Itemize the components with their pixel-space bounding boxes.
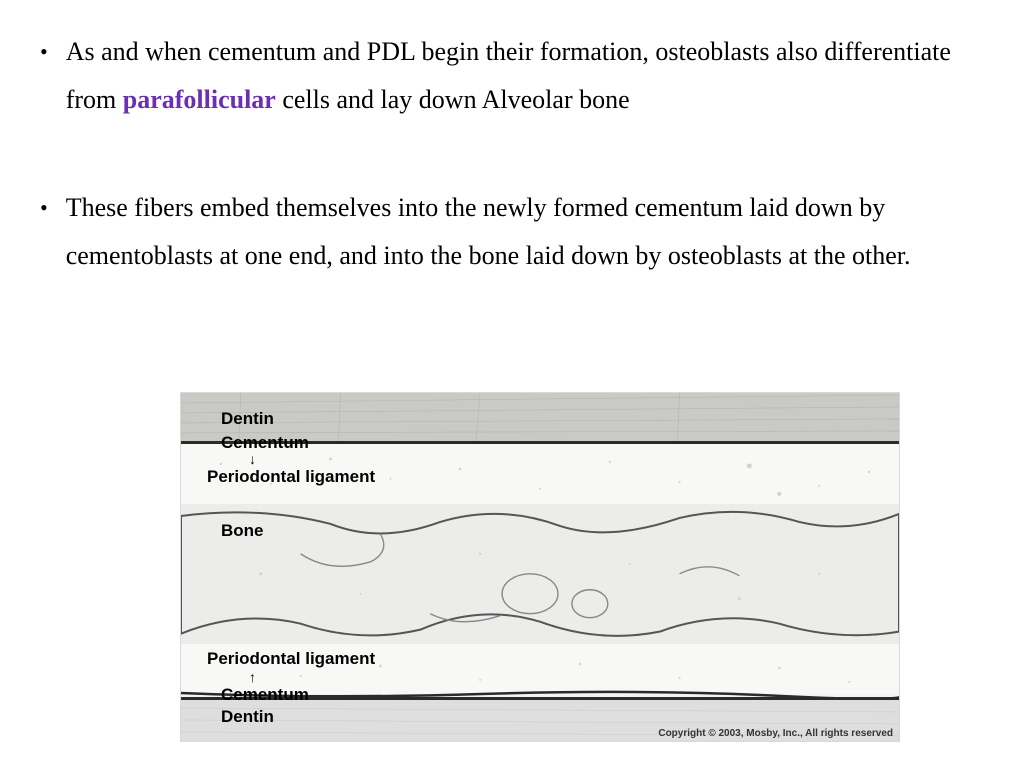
arrow-up-icon: ↑ — [249, 669, 256, 685]
label-bone: Bone — [221, 521, 264, 541]
bullet-2-text: These fibers embed themselves into the n… — [66, 184, 984, 280]
figure-canvas: Dentin Cementum ↓ Periodontal ligament B… — [180, 392, 900, 742]
bone-band — [181, 504, 899, 644]
label-pdl-top: Periodontal ligament — [207, 467, 375, 487]
bullet-1-text: As and when cementum and PDL begin their… — [66, 28, 984, 124]
bullet-marker: • — [40, 28, 48, 76]
slide-content: • As and when cementum and PDL begin the… — [0, 0, 1024, 280]
bullet-1-highlight: parafollicular — [123, 85, 276, 114]
label-dentin-top: Dentin — [221, 409, 274, 429]
histology-figure: Dentin Cementum ↓ Periodontal ligament B… — [180, 392, 900, 742]
label-cementum-top: Cementum — [221, 433, 309, 453]
bullet-2: • These fibers embed themselves into the… — [40, 184, 984, 280]
label-cementum-bottom: Cementum — [221, 685, 309, 705]
arrow-down-icon: ↓ — [249, 451, 256, 467]
bullet-marker: • — [40, 184, 48, 232]
label-dentin-bottom: Dentin — [221, 707, 274, 727]
bullet-2-pre: These fibers embed themselves into the n… — [66, 193, 911, 270]
label-pdl-bottom: Periodontal ligament — [207, 649, 375, 669]
figure-copyright: Copyright © 2003, Mosby, Inc., All right… — [658, 728, 893, 739]
bullet-1: • As and when cementum and PDL begin the… — [40, 28, 984, 124]
bullet-1-post: cells and lay down Alveolar bone — [276, 85, 630, 114]
